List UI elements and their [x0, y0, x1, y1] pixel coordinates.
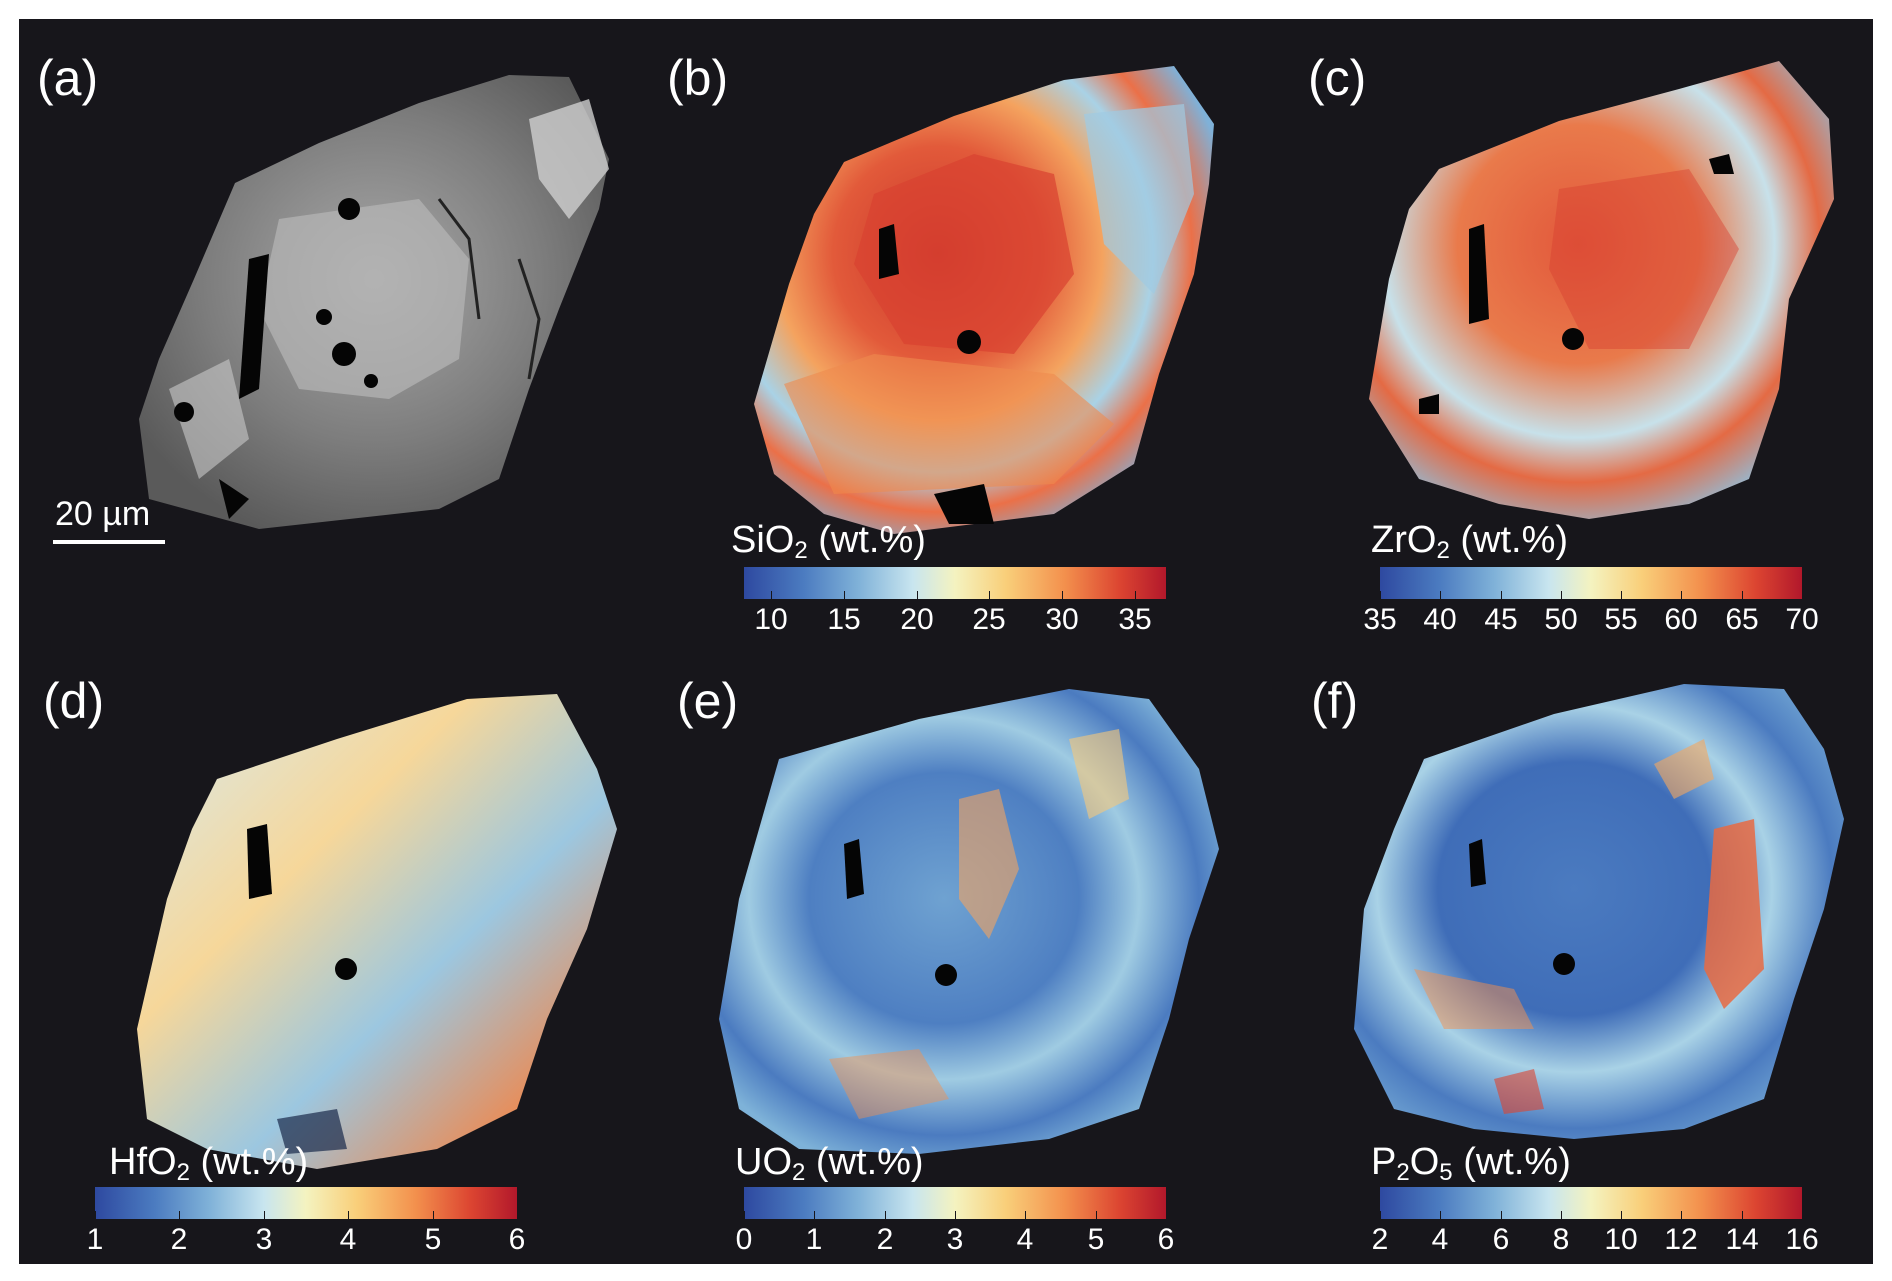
p2o5-map — [1354, 684, 1844, 1139]
colorbar-tick — [348, 1211, 349, 1219]
colorbar-tick-label: 4 — [1016, 1223, 1034, 1256]
colorbar-tick — [1681, 591, 1682, 599]
colorbar-tick-label: 2 — [170, 1223, 188, 1256]
colorbar-tick-label: 3 — [946, 1223, 964, 1256]
colorbar-tick — [1742, 1211, 1743, 1219]
colorbar-tick-label: 60 — [1664, 603, 1698, 636]
colorbar-tick — [1166, 1211, 1167, 1219]
hfo2-colorbar-title: HfO2 (wt.%) — [109, 1141, 309, 1186]
colorbar-tick — [1501, 1211, 1502, 1219]
colorbar-tick-label: 10 — [754, 603, 788, 636]
colorbar-tick-label: 4 — [1431, 1223, 1449, 1256]
panel-label-f: (f) — [1311, 673, 1359, 729]
uo2-colorbar-title: UO2 (wt.%) — [735, 1141, 924, 1186]
colorbar-tick — [1380, 1211, 1381, 1219]
colorbar-tick — [1742, 591, 1743, 599]
colorbar-tick — [433, 1211, 434, 1219]
colorbar-tick — [95, 1211, 96, 1219]
colorbar-tick — [1380, 591, 1381, 599]
colorbar-tick — [1802, 591, 1803, 599]
p2o5-colorbar — [1380, 1187, 1802, 1219]
colorbar-tick — [814, 1211, 815, 1219]
colorbar-tick — [744, 1211, 745, 1219]
colorbar-tick-label: 6 — [1157, 1223, 1175, 1256]
colorbar-tick — [771, 591, 772, 599]
colorbar-tick-label: 70 — [1785, 603, 1819, 636]
colorbar-tick — [1096, 1211, 1097, 1219]
colorbar-tick-label: 14 — [1725, 1223, 1759, 1256]
colorbar-tick — [1681, 1211, 1682, 1219]
colorbar-tick-label: 4 — [339, 1223, 357, 1256]
colorbar-tick-label: 1 — [86, 1223, 104, 1256]
zro2-colorbar-title: ZrO2 (wt.%) — [1371, 519, 1569, 564]
colorbar-tick-label: 2 — [1371, 1223, 1389, 1256]
bse-image — [139, 75, 609, 529]
sio2-colorbar — [744, 567, 1166, 599]
panel-label-d: (d) — [43, 673, 105, 729]
colorbar-tick — [955, 1211, 956, 1219]
sio2-map — [754, 66, 1214, 534]
panel-label-e: (e) — [677, 673, 739, 729]
colorbar-tick-label: 0 — [735, 1223, 753, 1256]
colorbar-tick-label: 12 — [1664, 1223, 1698, 1256]
colorbar-tick — [1501, 591, 1502, 599]
colorbar-tick-label: 50 — [1544, 603, 1578, 636]
hfo2-map — [137, 694, 617, 1169]
colorbar-tick — [1561, 1211, 1562, 1219]
colorbar-tick-label: 35 — [1118, 603, 1152, 636]
colorbar-tick — [1135, 591, 1136, 599]
colorbar-tick-label: 65 — [1725, 603, 1759, 636]
colorbar-tick-label: 6 — [1492, 1223, 1510, 1256]
colorbar-tick — [1561, 591, 1562, 599]
scale-bar — [53, 540, 165, 544]
scale-bar-label: 20 µm — [55, 495, 151, 533]
colorbar-tick — [517, 1211, 518, 1219]
zro2-colorbar — [1380, 567, 1802, 599]
colorbar-tick-label: 55 — [1604, 603, 1638, 636]
panel-label-b: (b) — [667, 50, 729, 106]
p2o5-colorbar-title: P2O5 (wt.%) — [1371, 1141, 1571, 1186]
colorbar-tick-label: 5 — [1087, 1223, 1105, 1256]
colorbar-tick-label: 16 — [1785, 1223, 1819, 1256]
colorbar-tick — [1440, 591, 1441, 599]
colorbar-tick-label: 3 — [255, 1223, 273, 1256]
zro2-map — [1369, 61, 1834, 519]
colorbar-tick — [1062, 591, 1063, 599]
hfo2-colorbar — [95, 1187, 517, 1219]
panel-label-c: (c) — [1308, 50, 1367, 106]
uo2-map — [719, 689, 1219, 1154]
colorbar-tick-label: 35 — [1363, 603, 1397, 636]
colorbar-tick-label: 40 — [1423, 603, 1457, 636]
figure-background: (a) (b) (c) (d) (e) (f) 20 µm — [19, 19, 1873, 1264]
colorbar-tick — [1621, 591, 1622, 599]
colorbar-tick — [264, 1211, 265, 1219]
colorbar-tick — [917, 591, 918, 599]
colorbar-tick — [844, 591, 845, 599]
colorbar-tick-label: 15 — [827, 603, 861, 636]
sio2-colorbar-title: SiO2 (wt.%) — [731, 519, 926, 564]
colorbar-tick-label: 6 — [508, 1223, 526, 1256]
colorbar-tick — [179, 1211, 180, 1219]
colorbar-tick-label: 20 — [900, 603, 934, 636]
colorbar-tick-label: 1 — [805, 1223, 823, 1256]
colorbar-tick-label: 2 — [876, 1223, 894, 1256]
colorbar-tick-label: 5 — [424, 1223, 442, 1256]
colorbar-tick-label: 10 — [1604, 1223, 1638, 1256]
colorbar-tick-label: 45 — [1484, 603, 1518, 636]
colorbar-tick — [885, 1211, 886, 1219]
panel-label-a: (a) — [37, 50, 99, 106]
colorbar-tick — [1025, 1211, 1026, 1219]
colorbar-tick — [1802, 1211, 1803, 1219]
colorbar-tick-label: 25 — [972, 603, 1006, 636]
colorbar-tick — [1621, 1211, 1622, 1219]
colorbar-tick-label: 30 — [1045, 603, 1079, 636]
colorbar-tick — [1440, 1211, 1441, 1219]
colorbar-tick-label: 8 — [1552, 1223, 1570, 1256]
colorbar-tick — [989, 591, 990, 599]
